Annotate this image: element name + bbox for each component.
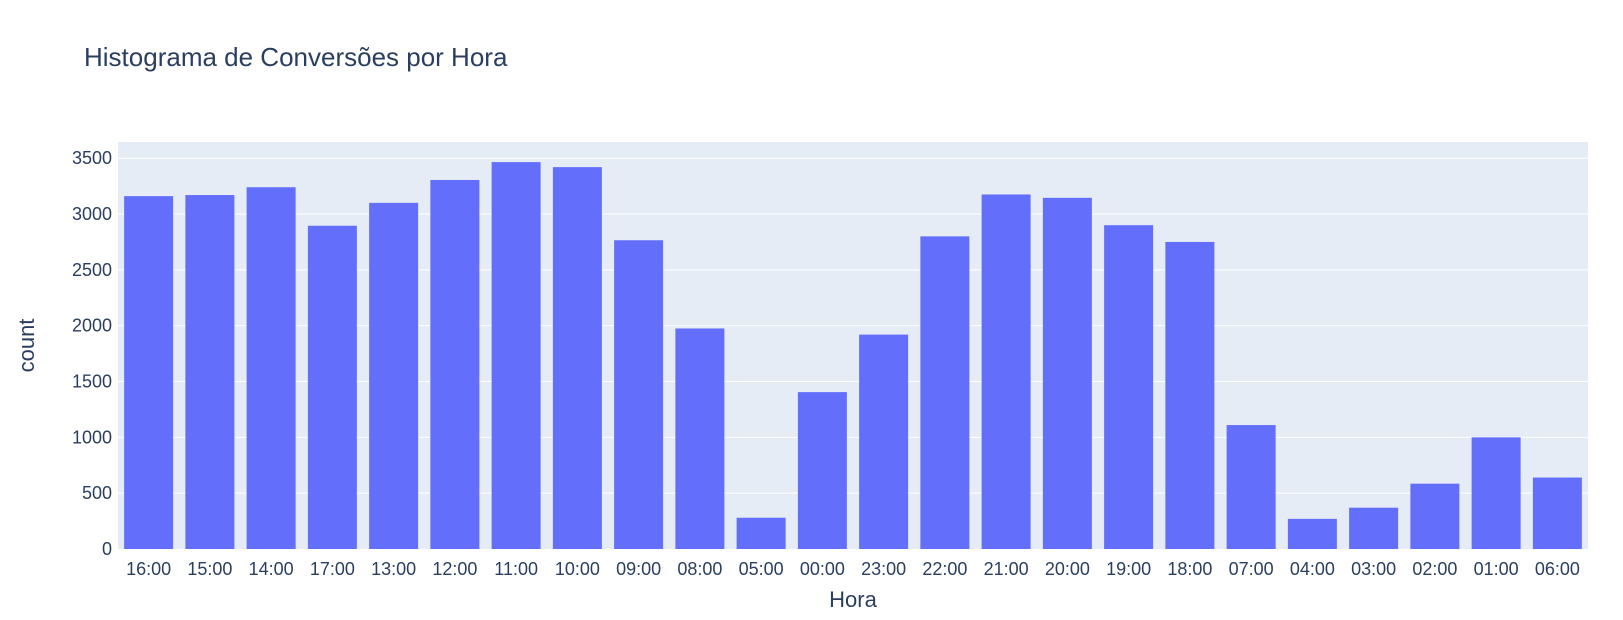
x-tick-label: 03:00 (1351, 559, 1396, 579)
y-tick-label: 1500 (72, 372, 112, 392)
bar (1410, 483, 1460, 549)
y-axis-title: count (14, 319, 39, 373)
x-tick-label: 11:00 (494, 559, 538, 579)
bar (1042, 197, 1092, 550)
y-tick-label: 3000 (72, 204, 112, 224)
x-tick-label: 21:00 (984, 559, 1029, 579)
x-axis-ticks: 16:00 15:00 14:00 17:00 13:00 12:00 11:00 10:00… (126, 559, 1580, 579)
x-tick-label: 02:00 (1412, 559, 1457, 579)
bar (614, 240, 664, 550)
bar (185, 195, 235, 550)
bar (859, 334, 909, 549)
y-tick-label: 2500 (72, 260, 112, 280)
x-tick-label: 22:00 (922, 559, 967, 579)
y-tick-label: 500 (82, 483, 112, 503)
bar (246, 187, 296, 549)
y-axis-ticks: 0 500 1000 1500 2000 2500 3000 3500 (72, 148, 112, 559)
x-tick-label: 00:00 (800, 559, 845, 579)
y-tick-label: 0 (102, 539, 112, 559)
x-tick-label: 06:00 (1535, 559, 1580, 579)
x-tick-label: 23:00 (861, 559, 906, 579)
bar (491, 162, 541, 550)
bar (797, 392, 847, 549)
gridlines (118, 157, 1588, 494)
x-tick-label: 07:00 (1229, 559, 1274, 579)
bar (430, 179, 480, 549)
x-tick-label: 08:00 (677, 559, 722, 579)
bar (1532, 477, 1582, 549)
x-tick-label: 17:00 (310, 559, 355, 579)
x-tick-label: 05:00 (739, 559, 784, 579)
x-tick-label: 10:00 (555, 559, 600, 579)
plot-background (118, 142, 1588, 549)
chart-title: Histograma de Conversões por Hora (84, 42, 508, 72)
bar (1165, 241, 1215, 549)
x-tick-label: 19:00 (1106, 559, 1151, 579)
x-tick-label: 18:00 (1167, 559, 1212, 579)
bar (1471, 437, 1521, 549)
x-tick-label: 04:00 (1290, 559, 1335, 579)
bar (552, 167, 602, 549)
bar (675, 328, 725, 549)
y-tick-label: 3500 (72, 148, 112, 168)
bar (1349, 507, 1399, 549)
x-axis-title: Hora (829, 587, 877, 612)
bar (369, 202, 419, 549)
y-tick-label: 1000 (72, 427, 112, 447)
bar (1287, 518, 1337, 549)
bar (124, 196, 174, 549)
x-tick-label: 15:00 (187, 559, 232, 579)
bar (736, 517, 786, 549)
x-tick-label: 01:00 (1474, 559, 1519, 579)
bars (124, 162, 1582, 550)
x-tick-label: 20:00 (1045, 559, 1090, 579)
bar (1226, 425, 1276, 549)
bar (920, 236, 970, 549)
x-tick-label: 09:00 (616, 559, 661, 579)
x-tick-label: 16:00 (126, 559, 171, 579)
x-tick-label: 12:00 (432, 559, 477, 579)
bar (1104, 225, 1154, 549)
bar (307, 225, 357, 549)
bar (981, 194, 1031, 549)
y-tick-label: 2000 (72, 316, 112, 336)
x-tick-label: 13:00 (371, 559, 416, 579)
x-tick-label: 14:00 (249, 559, 294, 579)
